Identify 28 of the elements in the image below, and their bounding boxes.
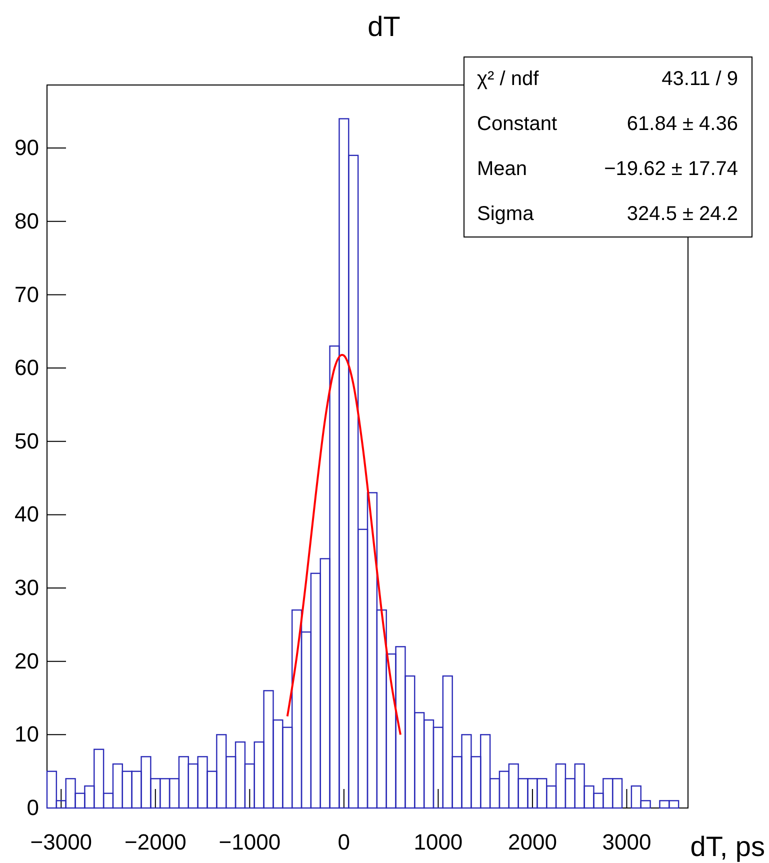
y-tick-label: 20 — [14, 648, 39, 674]
x-tick-label: 0 — [338, 830, 350, 855]
x-tick-label: 3000 — [602, 830, 652, 855]
y-tick-label: 90 — [14, 135, 39, 160]
x-tick-label: −3000 — [30, 830, 92, 855]
y-tick-label: 70 — [14, 282, 39, 307]
y-tick-label: 30 — [14, 575, 39, 600]
annotation: Sigma — [477, 203, 535, 225]
annotation: χ² / ndf — [477, 68, 540, 90]
x-tick-label: −2000 — [124, 830, 186, 855]
x-tick-label: −1000 — [218, 830, 281, 855]
y-tick-label: 80 — [14, 208, 39, 234]
y-tick-label: 60 — [14, 355, 39, 380]
annotation: Constant — [477, 113, 558, 135]
annotation: 324.5 ± 24.2 — [626, 203, 738, 225]
x-tick-label: 1000 — [414, 830, 463, 855]
x-axis-title: dT, ps — [690, 831, 765, 862]
annotation: 61.84 ± 4.36 — [626, 113, 738, 135]
y-tick-label: 40 — [14, 502, 39, 527]
y-tick-label: 0 — [26, 795, 39, 820]
y-tick-label: 10 — [14, 722, 39, 747]
y-tick-label: 50 — [14, 428, 39, 454]
chart-title: dT — [368, 11, 400, 42]
annotation: Mean — [477, 158, 528, 180]
line-series — [286, 354, 402, 736]
annotation: 43.11 / 9 — [662, 68, 738, 90]
x-tick-label: 2000 — [508, 830, 557, 855]
annotation: −19.62 ± 17.74 — [604, 158, 738, 180]
